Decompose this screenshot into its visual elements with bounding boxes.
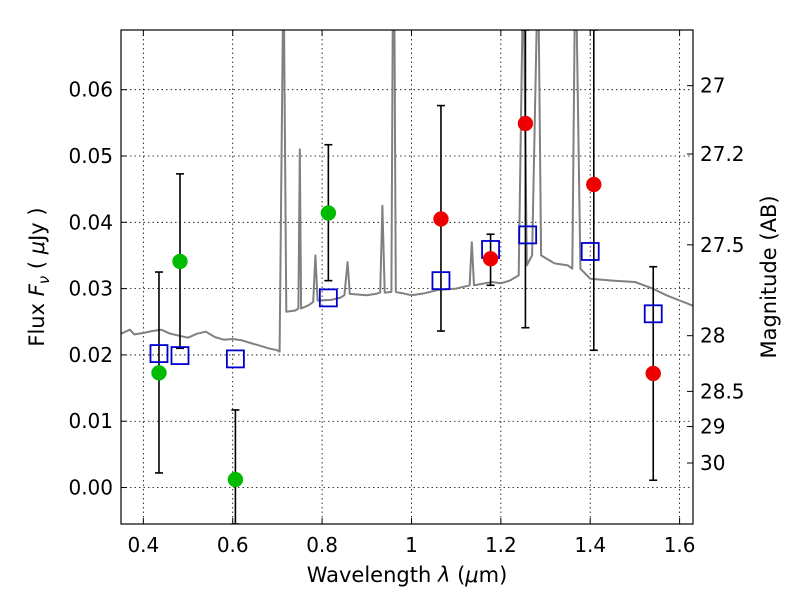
- y2-tick-label: 28: [700, 324, 725, 348]
- green-point: [320, 205, 337, 221]
- y-tick-label: 0.04: [68, 210, 113, 234]
- model-photometry-square: [431, 271, 451, 291]
- red-point: [517, 115, 534, 132]
- green-point: [172, 253, 188, 270]
- y-tick-label: 0.00: [68, 476, 113, 500]
- y-tick-label: 0.06: [68, 78, 113, 102]
- ticks: 0.4 0.6 0.8 1 1.2 1.4 1.6 0.00 0.01 0.02 0.03 0.04 0…: [68, 30, 745, 557]
- x-tick-label: 1.6: [664, 533, 696, 557]
- y-axis-label: Flux Fν ( μJy ): [25, 207, 53, 346]
- y-tick-label: 0.01: [68, 409, 113, 433]
- model-spectrum-line: [121, 30, 693, 353]
- y2-tick-label: 28.5: [700, 379, 745, 403]
- y2-tick-label: 27.2: [700, 142, 745, 166]
- model-photometry-square: [580, 242, 600, 261]
- plot-frame: [120, 29, 694, 525]
- y-tick-label: 0.03: [68, 277, 113, 301]
- x-tick-label: 1.4: [574, 533, 606, 557]
- x-axis-label: Wavelength λ (μm): [307, 563, 508, 587]
- green-point: [151, 365, 167, 381]
- model-photometry-square: [643, 304, 663, 324]
- red-point: [433, 211, 449, 227]
- x-tick-label: 1.2: [485, 533, 517, 557]
- y2-tick-label: 30: [700, 451, 725, 475]
- model-photometry-square: [225, 349, 245, 369]
- plot-area: [121, 30, 693, 524]
- x-tick-label: 0.8: [306, 533, 338, 557]
- grid: [121, 30, 693, 524]
- green-point: [227, 471, 244, 488]
- model-photometry-square: [170, 346, 190, 365]
- y2-tick-label: 29: [700, 415, 725, 439]
- red-point: [586, 176, 602, 193]
- x-tick-label: 0.6: [217, 533, 249, 557]
- model-photometry-square: [518, 225, 538, 245]
- red-point: [482, 251, 499, 267]
- x-tick-label: 0.4: [127, 533, 159, 557]
- x-tick-label: 1: [405, 533, 418, 557]
- y-tick-label: 0.05: [68, 144, 113, 168]
- red-point: [645, 365, 661, 382]
- y2-axis-label: Magnitude (AB): [757, 195, 781, 358]
- model-photometry-square: [318, 288, 338, 308]
- model-photometry-square: [149, 344, 169, 363]
- y2-tick-label: 27.5: [700, 233, 745, 257]
- y-tick-label: 0.02: [68, 343, 113, 367]
- y2-tick-label: 27: [700, 74, 725, 98]
